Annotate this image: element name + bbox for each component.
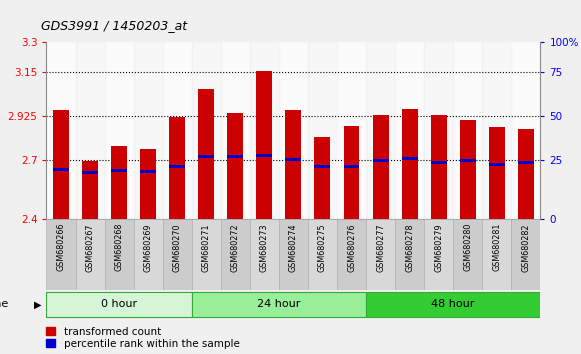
FancyBboxPatch shape (366, 292, 540, 317)
Bar (401, 157, 418, 160)
Bar (256, 71, 272, 219)
Bar (337, 42, 366, 219)
Bar (424, 42, 453, 219)
Text: 0 hour: 0 hour (101, 299, 137, 309)
Bar (82, 171, 98, 173)
Bar (431, 161, 447, 164)
Bar (198, 89, 214, 219)
Bar (46, 219, 76, 290)
Bar (82, 161, 98, 219)
Bar (227, 113, 243, 219)
Text: 24 hour: 24 hour (257, 299, 300, 309)
Bar (285, 158, 302, 161)
Text: GSM680269: GSM680269 (144, 223, 153, 272)
Bar (198, 155, 214, 158)
Bar (76, 219, 105, 290)
Bar (163, 42, 192, 219)
Text: GSM680267: GSM680267 (85, 223, 95, 272)
Bar (453, 42, 482, 219)
Bar (46, 42, 76, 219)
Bar (489, 127, 505, 219)
Text: time: time (0, 299, 9, 309)
Bar (482, 42, 511, 219)
Text: 48 hour: 48 hour (432, 299, 475, 309)
Bar (53, 168, 69, 171)
Bar (518, 161, 534, 164)
Bar (169, 165, 185, 168)
FancyBboxPatch shape (192, 292, 366, 317)
Text: GSM680274: GSM680274 (289, 223, 298, 272)
Bar (518, 129, 534, 219)
FancyBboxPatch shape (46, 292, 192, 317)
Text: GSM680280: GSM680280 (463, 223, 472, 272)
Text: GSM680279: GSM680279 (434, 223, 443, 272)
Text: GSM680268: GSM680268 (114, 223, 124, 272)
Bar (460, 159, 476, 162)
Bar (221, 219, 250, 290)
Bar (366, 219, 395, 290)
Text: GSM680272: GSM680272 (231, 223, 240, 272)
Text: GSM680278: GSM680278 (405, 223, 414, 272)
Bar (140, 170, 156, 172)
Bar (250, 219, 279, 290)
Bar (308, 219, 337, 290)
Text: GSM680281: GSM680281 (492, 223, 501, 272)
Text: GDS3991 / 1450203_at: GDS3991 / 1450203_at (41, 19, 187, 32)
Text: GSM680276: GSM680276 (347, 223, 356, 272)
Bar (314, 165, 331, 168)
Bar (285, 110, 302, 219)
Legend: transformed count, percentile rank within the sample: transformed count, percentile rank withi… (46, 327, 239, 349)
Text: GSM680266: GSM680266 (56, 223, 66, 272)
Bar (482, 219, 511, 290)
Bar (163, 219, 192, 290)
Bar (221, 42, 250, 219)
Bar (134, 219, 163, 290)
Bar (511, 219, 540, 290)
Bar (169, 117, 185, 219)
Bar (460, 120, 476, 219)
Bar (140, 149, 156, 219)
Text: GSM680270: GSM680270 (173, 223, 182, 272)
Bar (372, 115, 389, 219)
Text: GSM680271: GSM680271 (202, 223, 211, 272)
Bar (111, 146, 127, 219)
Bar (134, 42, 163, 219)
Bar (192, 219, 221, 290)
Bar (343, 165, 360, 168)
Bar (279, 219, 308, 290)
Bar (366, 42, 395, 219)
Bar (401, 109, 418, 219)
Bar (337, 219, 366, 290)
Bar (308, 42, 337, 219)
Bar (256, 154, 272, 157)
Bar (53, 110, 69, 219)
Bar (489, 163, 505, 166)
Bar (395, 219, 424, 290)
Bar (105, 42, 134, 219)
Text: GSM680277: GSM680277 (376, 223, 385, 272)
Text: GSM680275: GSM680275 (318, 223, 327, 272)
Bar (343, 126, 360, 219)
Bar (453, 219, 482, 290)
Text: ▶: ▶ (34, 299, 41, 309)
Bar (314, 137, 331, 219)
Bar (250, 42, 279, 219)
Bar (395, 42, 424, 219)
Bar (431, 115, 447, 219)
Bar (511, 42, 540, 219)
Bar (76, 42, 105, 219)
Bar (372, 159, 389, 162)
Bar (424, 219, 453, 290)
Bar (111, 169, 127, 172)
Text: GSM680273: GSM680273 (260, 223, 269, 272)
Bar (279, 42, 308, 219)
Text: GSM680282: GSM680282 (521, 223, 530, 272)
Bar (192, 42, 221, 219)
Bar (227, 155, 243, 158)
Bar (105, 219, 134, 290)
